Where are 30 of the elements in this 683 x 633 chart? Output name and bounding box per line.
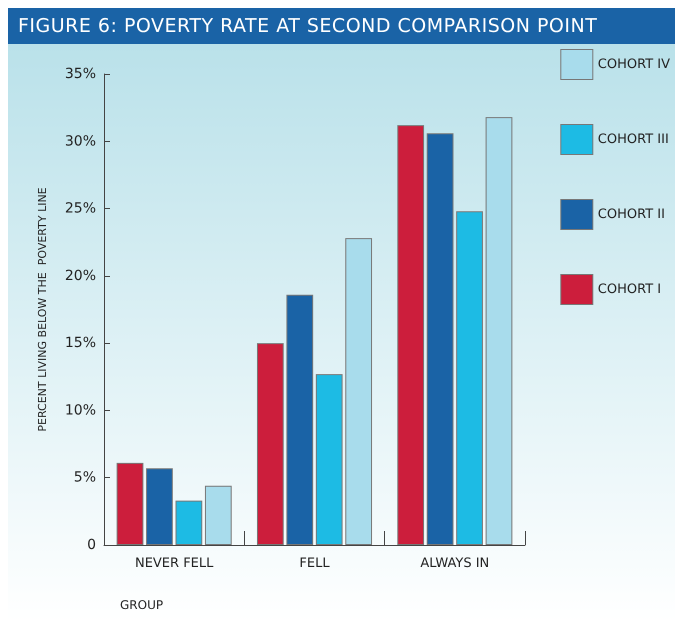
bar (456, 211, 483, 545)
bar (426, 133, 454, 545)
y-tick-label: 15% (64, 335, 96, 352)
legend-label: COHORT IV (598, 57, 670, 72)
bar (345, 238, 372, 545)
bar (316, 374, 343, 545)
bar (286, 294, 314, 545)
y-axis-title: PERCENT LIVING BELOW THE POVERTY LINE (36, 187, 49, 432)
bar (256, 343, 284, 545)
x-tick-label: NEVER FELL (134, 556, 214, 571)
y-tick-label: 5% (74, 470, 96, 486)
y-tick-label: 20% (64, 268, 96, 284)
bar (146, 468, 173, 545)
y-tick-label: 30% (64, 133, 96, 150)
legend-label: COHORT I (598, 282, 662, 297)
legend-label: COHORT II (598, 207, 665, 222)
x-tick-label: ALWAYS IN (420, 556, 490, 571)
y-tick-label: 0 (87, 537, 96, 553)
bar (486, 117, 512, 545)
chart-title: FIGURE 6: POVERTY RATE AT SECOND COMPARISON POINT (8, 8, 675, 44)
bar (176, 500, 202, 545)
bar (116, 462, 144, 545)
y-tick-label: 35% (64, 66, 96, 82)
y-tick-label: 10% (64, 402, 96, 418)
bar (204, 486, 232, 545)
x-tick-label: FELL (299, 556, 330, 571)
legend-label: COHORT III (598, 132, 669, 147)
x-axis-title: GROUP (120, 598, 164, 612)
bar (397, 125, 424, 545)
y-tick-label: 25% (64, 200, 96, 217)
